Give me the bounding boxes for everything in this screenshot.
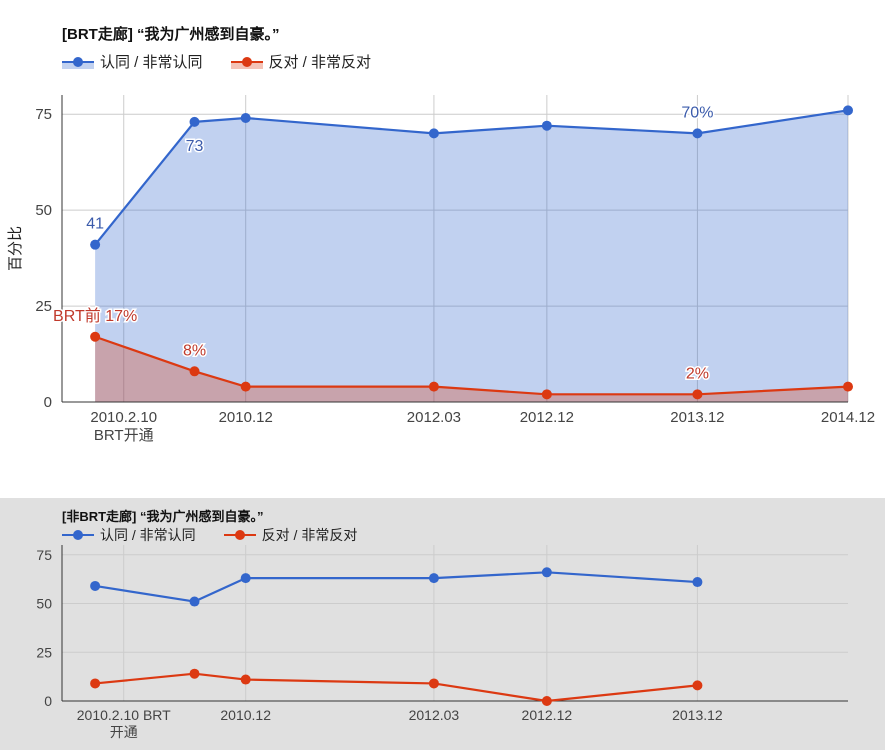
series-line-0 (94, 571, 698, 603)
chart-title-non-brt: [非BRT走廊] “我为广州感到自豪。” (62, 509, 264, 524)
data-point (189, 596, 200, 607)
legend-item-agree-2: 认同 / 非常认同 (62, 525, 196, 545)
x-tick-label: 2012.12 (522, 707, 573, 723)
legend-item-agree: 认同 / 非常认同 (62, 51, 203, 72)
legend-brt: 认同 / 非常认同 反对 / 非常反对 (62, 51, 399, 72)
legend-swatch-oppose (230, 56, 263, 69)
data-label: 2% (686, 365, 709, 382)
chart-panel-non-brt: [非BRT走廊] “我为广州感到自豪。” 认同 / 非常认同 反对 / 非常反对… (0, 498, 885, 750)
chart-non-brt: 0 25 50 75 2010.2.10 BRT开通 2010.12 2012.03 2012… (36, 545, 848, 740)
data-label: BRT前 17% (53, 307, 137, 325)
data-point (240, 674, 251, 685)
data-point (90, 678, 101, 689)
series-line-1 (95, 672, 698, 703)
data-label: 73 (186, 138, 204, 155)
legend-label-agree-2: 认同 / 非常认同 (100, 527, 196, 543)
y-tick-label: 50 (35, 202, 52, 219)
data-point (240, 573, 251, 584)
y-tick-label: 25 (35, 298, 52, 315)
data-point (692, 128, 703, 139)
data-point (240, 113, 251, 124)
data-point (90, 331, 101, 342)
legend-swatch-oppose-2 (223, 530, 256, 540)
data-point (541, 120, 552, 131)
legend-item-oppose-2: 反对 / 非常反对 (223, 525, 358, 545)
legend-non-brt: 认同 / 非常认同 反对 / 非常反对 (62, 525, 385, 545)
data-point (843, 381, 853, 392)
legend-label-oppose-2: 反对 / 非常反对 (261, 527, 358, 543)
data-label: 8% (183, 342, 206, 359)
x-tick-label: 2012.12 (520, 409, 574, 426)
y-tick-label: 0 (44, 394, 52, 411)
legend-label-agree: 认同 / 非常认同 (100, 54, 203, 71)
x-tick-label: 2010.12 (220, 707, 271, 723)
data-label: 70% (681, 104, 713, 121)
legend-label-oppose: 反对 / 非常反对 (268, 54, 372, 71)
data-point (541, 389, 552, 400)
legend-swatch-agree (62, 56, 94, 69)
data-point (428, 128, 439, 139)
data-point (428, 573, 439, 584)
x-tick-label: 2012.03 (409, 707, 460, 723)
data-point (692, 680, 703, 691)
legend-item-oppose: 反对 / 非常反对 (230, 51, 372, 72)
y-axis-label: 百分比 (7, 226, 24, 271)
area-series-1 (95, 336, 848, 402)
x-tick-label: 2012.03 (407, 409, 461, 426)
x-tick-label: 2010.2.10 (90, 409, 157, 426)
data-point (428, 678, 439, 689)
data-point (90, 580, 101, 591)
data-point (189, 366, 200, 377)
data-point (189, 668, 200, 679)
data-point (541, 567, 552, 578)
x-tick-label: 2010.2.10 BRT (77, 707, 171, 723)
x-tick-label: 2010.12 (219, 409, 273, 426)
chart-panel-brt: [BRT走廊] “我为广州感到自豪。” 认同 / 非常认同 反对 / 非常反对 … (7, 26, 876, 444)
legend-swatch-agree-2 (62, 530, 94, 540)
x-tick-label: 开通 (110, 724, 138, 740)
data-point (90, 239, 101, 250)
chart-title-brt: [BRT走廊] “我为广州感到自豪。” (62, 26, 280, 43)
data-point (240, 381, 251, 392)
y-tick-label: 0 (44, 693, 52, 709)
y-tick-label: 75 (36, 547, 52, 563)
data-point (692, 389, 703, 400)
y-tick-label: 25 (36, 644, 52, 660)
data-label: 41 (86, 216, 104, 233)
x-tick-label: 2013.12 (670, 409, 724, 426)
data-point (541, 696, 552, 706)
x-tick-label: 2014.12 (821, 409, 875, 426)
y-tick-label: 50 (36, 596, 52, 612)
x-tick-label: BRT开通 (94, 427, 154, 444)
y-tick-label: 75 (35, 106, 52, 123)
data-point (189, 116, 200, 127)
area-series-0 (95, 110, 848, 402)
data-point (428, 381, 439, 392)
data-point (692, 577, 703, 588)
data-point (843, 105, 853, 116)
x-tick-label: 2013.12 (672, 707, 723, 723)
